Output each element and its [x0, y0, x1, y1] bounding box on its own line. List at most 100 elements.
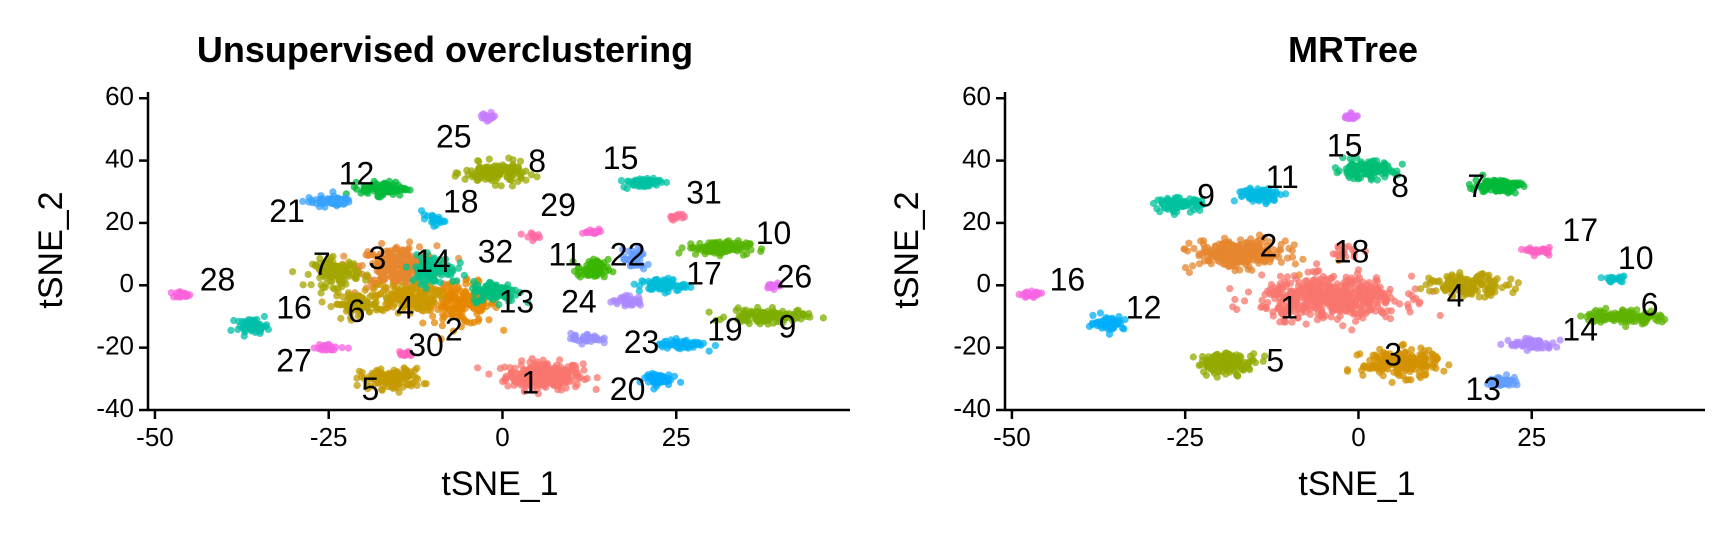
- data-point-cluster-4: [398, 298, 406, 306]
- data-point-cluster-2: [1190, 244, 1198, 253]
- data-point-cluster-1: [548, 374, 556, 382]
- data-point-cluster-11: [1253, 189, 1261, 197]
- data-point-cluster-5: [1236, 352, 1244, 360]
- data-point-cluster-3: [385, 254, 394, 262]
- data-point-cluster-3: [387, 269, 395, 277]
- data-point-cluster-1: [1408, 272, 1416, 280]
- cluster-label-7: 7: [313, 246, 331, 282]
- data-point-cluster-4: [382, 283, 390, 291]
- data-point-cluster-3: [340, 252, 348, 260]
- data-point-cluster-5: [420, 380, 428, 388]
- data-point-cluster-7: [339, 279, 347, 287]
- data-point-cluster-3: [1428, 350, 1437, 358]
- data-point-cluster-3: [399, 274, 407, 282]
- data-point-cluster-3: [1401, 348, 1409, 356]
- data-point-cluster-2: [443, 310, 451, 318]
- x-tick-label: 25: [1517, 422, 1546, 452]
- data-point-cluster-15: [617, 177, 626, 185]
- data-point-cluster-8: [1364, 158, 1372, 166]
- data-point-cluster-6: [337, 314, 345, 323]
- cluster-label-23: 23: [624, 324, 660, 360]
- data-point-cluster-24: [627, 296, 636, 304]
- data-point-cluster-8: [452, 169, 460, 177]
- data-point-cluster-5: [1234, 372, 1242, 380]
- data-point-cluster-13: [497, 287, 506, 295]
- data-point-cluster-3: [395, 259, 403, 267]
- data-point-cluster-7: [1496, 187, 1504, 195]
- data-point-cluster-1: [1352, 292, 1360, 300]
- data-point-cluster-9: [1173, 197, 1181, 205]
- data-point-cluster-17: [669, 276, 677, 284]
- data-point-cluster-12: [397, 184, 405, 192]
- data-point-cluster-8: [533, 173, 541, 181]
- data-point-cluster-3: [1379, 372, 1387, 380]
- data-point-cluster-1: [523, 378, 532, 386]
- data-point-cluster-10: [714, 247, 722, 255]
- data-point-cluster-4: [1481, 293, 1489, 301]
- cluster-label-8: 8: [1391, 168, 1409, 204]
- data-point-cluster-14: [1553, 343, 1561, 351]
- data-point-cluster-12: [1089, 311, 1097, 319]
- data-point-cluster-2: [1291, 260, 1299, 268]
- data-point-cluster-5: [1251, 359, 1260, 367]
- data-point-cluster-7: [311, 261, 320, 269]
- data-point-cluster-5: [379, 376, 387, 384]
- data-point-cluster-4: [431, 298, 439, 306]
- data-point-cluster-9: [819, 314, 827, 322]
- data-point-cluster-12: [1106, 323, 1114, 331]
- data-point-cluster-1: [524, 372, 532, 380]
- cluster-label-4: 4: [396, 290, 414, 326]
- data-point-cluster-8: [1355, 166, 1363, 174]
- data-point-cluster-19: [672, 340, 680, 348]
- data-point-cluster-16: [240, 332, 248, 340]
- data-point-cluster-2: [445, 287, 453, 295]
- data-point-cluster-2: [1245, 263, 1253, 271]
- data-point-cluster-13: [512, 291, 520, 299]
- data-point-cluster-5: [389, 384, 397, 392]
- data-point-cluster-1: [1342, 273, 1350, 281]
- data-point-cluster-14: [420, 280, 428, 288]
- data-point-cluster-1: [1297, 284, 1305, 292]
- data-point-cluster-1: [502, 374, 510, 382]
- data-point-cluster-3: [375, 266, 383, 274]
- data-point-cluster-2: [1200, 257, 1208, 265]
- y-tick-label: 60: [105, 81, 134, 111]
- data-point-cluster-6: [371, 300, 379, 308]
- chart-title: MRTree: [1288, 29, 1418, 70]
- data-point-cluster-2: [474, 317, 482, 325]
- data-point-cluster-1: [1351, 277, 1359, 285]
- data-point-cluster-1: [1387, 307, 1395, 315]
- data-point-cluster-1: [1299, 305, 1307, 313]
- data-point-cluster-9: [753, 317, 762, 325]
- data-point-cluster-3: [433, 242, 441, 250]
- data-point-cluster-20: [659, 374, 667, 382]
- data-point-cluster-12: [1119, 324, 1127, 332]
- data-point-cluster-1: [556, 356, 564, 364]
- data-point-cluster-1: [496, 364, 504, 372]
- data-point-cluster-7: [330, 285, 339, 293]
- data-point-cluster-5: [1224, 350, 1232, 358]
- data-point-cluster-14: [1497, 340, 1505, 348]
- data-point-cluster-18: [430, 222, 438, 230]
- data-point-cluster-1: [474, 364, 482, 372]
- data-point-cluster-2: [478, 303, 487, 311]
- data-point-cluster-13: [476, 296, 484, 304]
- data-point-cluster-2: [437, 303, 446, 311]
- data-point-cluster-9: [737, 317, 745, 325]
- x-axis-label: tSNE_1: [441, 465, 558, 503]
- data-point-cluster-2: [1221, 234, 1229, 242]
- cluster-label-14: 14: [415, 243, 451, 279]
- data-point-cluster-8: [496, 170, 504, 179]
- data-point-cluster-8: [485, 155, 493, 163]
- data-point-cluster-7: [289, 268, 297, 276]
- cluster-label-5: 5: [362, 371, 380, 407]
- data-point-cluster-2: [1180, 245, 1188, 253]
- data-point-cluster-4: [1493, 275, 1501, 283]
- cluster-label-11: 11: [1266, 159, 1299, 195]
- data-point-cluster-24: [621, 302, 629, 310]
- data-point-cluster-15: [663, 178, 671, 187]
- cluster-label-19: 19: [707, 312, 743, 348]
- data-point-cluster-1: [1404, 304, 1412, 312]
- data-point-cluster-10: [696, 239, 704, 248]
